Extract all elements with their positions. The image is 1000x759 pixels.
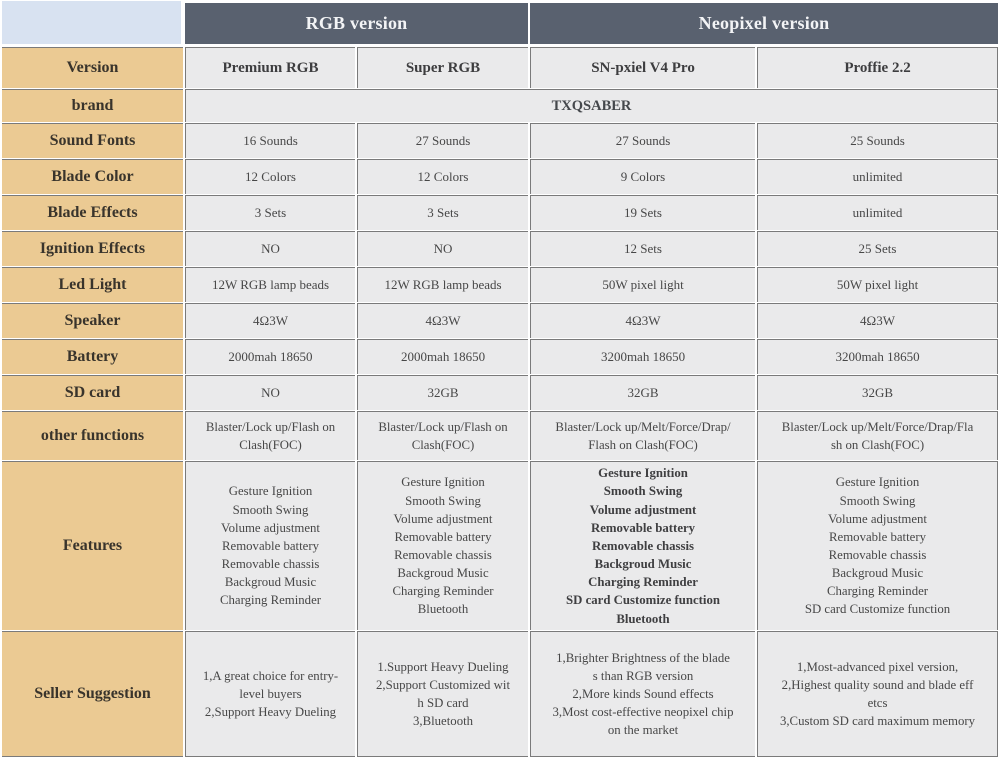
battery-row: Battery 2000mah 18650 2000mah 18650 3200… <box>2 339 999 374</box>
cell-battery-2: 2000mah 18650 <box>357 339 529 374</box>
cell-sd-card-1: NO <box>185 375 355 410</box>
cell-features-3: Gesture Ignition Smooth Swing Volume adj… <box>530 461 756 630</box>
row-label-sd-card: SD card <box>2 375 183 410</box>
cell-led-light-1: 12W RGB lamp beads <box>185 267 355 302</box>
row-label-blade-color: Blade Color <box>2 159 183 194</box>
sd-card-row: SD card NO 32GB 32GB 32GB <box>2 375 999 410</box>
other-functions-row: other functions Blaster/Lock up/Flash on… <box>2 411 999 460</box>
version-row: Version Premium RGB Super RGB SN-pxiel V… <box>2 47 999 88</box>
cell-version-proffie-22: Proffie 2.2 <box>757 47 999 88</box>
row-label-ignition-effects: Ignition Effects <box>2 231 183 266</box>
cell-sd-card-2: 32GB <box>357 375 529 410</box>
row-label-sound-fonts: Sound Fonts <box>2 123 183 158</box>
cell-sound-fonts-4: 25 Sounds <box>757 123 999 158</box>
cell-led-light-4: 50W pixel light <box>757 267 999 302</box>
cell-other-functions-2: Blaster/Lock up/Flash on Clash(FOC) <box>357 411 529 460</box>
cell-blade-effects-2: 3 Sets <box>357 195 529 230</box>
cell-sound-fonts-3: 27 Sounds <box>530 123 756 158</box>
cell-led-light-2: 12W RGB lamp beads <box>357 267 529 302</box>
row-label-battery: Battery <box>2 339 183 374</box>
cell-brand-value: TXQSABER <box>185 89 999 122</box>
row-label-seller-suggestion: Seller Suggestion <box>2 631 183 757</box>
cell-speaker-3: 4Ω3W <box>530 303 756 338</box>
cell-sound-fonts-2: 27 Sounds <box>357 123 529 158</box>
cell-version-sn-pxiel-v4-pro: SN-pxiel V4 Pro <box>530 47 756 88</box>
cell-blade-effects-1: 3 Sets <box>185 195 355 230</box>
cell-other-functions-3: Blaster/Lock up/Melt/Force/Drap/ Flash o… <box>530 411 756 460</box>
cell-ignition-effects-4: 25 Sets <box>757 231 999 266</box>
row-label-speaker: Speaker <box>2 303 183 338</box>
cell-version-super-rgb: Super RGB <box>357 47 529 88</box>
cell-other-functions-4: Blaster/Lock up/Melt/Force/Drap/Fla sh o… <box>757 411 999 460</box>
row-label-version: Version <box>2 47 183 88</box>
cell-battery-3: 3200mah 18650 <box>530 339 756 374</box>
row-label-blade-effects: Blade Effects <box>2 195 183 230</box>
corner-cell <box>2 1 183 46</box>
cell-seller-suggestion-2: 1.Support Heavy Dueling 2,Support Custom… <box>357 631 529 757</box>
brand-row: brand TXQSABER <box>2 89 999 122</box>
cell-version-premium-rgb: Premium RGB <box>185 47 355 88</box>
cell-ignition-effects-3: 12 Sets <box>530 231 756 266</box>
led-light-row: Led Light 12W RGB lamp beads 12W RGB lam… <box>2 267 999 302</box>
cell-features-2: Gesture Ignition Smooth Swing Volume adj… <box>357 461 529 630</box>
cell-sound-fonts-1: 16 Sounds <box>185 123 355 158</box>
cell-seller-suggestion-3: 1,Brighter Brightness of the blade s tha… <box>530 631 756 757</box>
row-label-other-functions: other functions <box>2 411 183 460</box>
blade-color-row: Blade Color 12 Colors 12 Colors 9 Colors… <box>2 159 999 194</box>
blade-effects-row: Blade Effects 3 Sets 3 Sets 19 Sets unli… <box>2 195 999 230</box>
cell-other-functions-1: Blaster/Lock up/Flash on Clash(FOC) <box>185 411 355 460</box>
cell-blade-effects-3: 19 Sets <box>530 195 756 230</box>
row-label-led-light: Led Light <box>2 267 183 302</box>
group-header-neopixel-version: Neopixel version <box>530 1 999 46</box>
cell-led-light-3: 50W pixel light <box>530 267 756 302</box>
seller-suggestion-row: Seller Suggestion 1,A great choice for e… <box>2 631 999 757</box>
cell-seller-suggestion-4: 1,Most-advanced pixel version, 2,Highest… <box>757 631 999 757</box>
speaker-row: Speaker 4Ω3W 4Ω3W 4Ω3W 4Ω3W <box>2 303 999 338</box>
cell-battery-4: 3200mah 18650 <box>757 339 999 374</box>
ignition-effects-row: Ignition Effects NO NO 12 Sets 25 Sets <box>2 231 999 266</box>
cell-blade-color-2: 12 Colors <box>357 159 529 194</box>
features-row: Features Gesture Ignition Smooth Swing V… <box>2 461 999 630</box>
group-header-rgb-version: RGB version <box>185 1 529 46</box>
cell-battery-1: 2000mah 18650 <box>185 339 355 374</box>
cell-speaker-4: 4Ω3W <box>757 303 999 338</box>
cell-features-4: Gesture Ignition Smooth Swing Volume adj… <box>757 461 999 630</box>
group-header-row: RGB version Neopixel version <box>2 1 999 46</box>
cell-sd-card-4: 32GB <box>757 375 999 410</box>
cell-sd-card-3: 32GB <box>530 375 756 410</box>
cell-features-1: Gesture Ignition Smooth Swing Volume adj… <box>185 461 355 630</box>
cell-ignition-effects-1: NO <box>185 231 355 266</box>
row-label-brand: brand <box>2 89 183 122</box>
cell-speaker-1: 4Ω3W <box>185 303 355 338</box>
cell-blade-effects-4: unlimited <box>757 195 999 230</box>
cell-seller-suggestion-1: 1,A great choice for entry- level buyers… <box>185 631 355 757</box>
row-label-features: Features <box>2 461 183 630</box>
cell-speaker-2: 4Ω3W <box>357 303 529 338</box>
cell-blade-color-1: 12 Colors <box>185 159 355 194</box>
cell-ignition-effects-2: NO <box>357 231 529 266</box>
sound-fonts-row: Sound Fonts 16 Sounds 27 Sounds 27 Sound… <box>2 123 999 158</box>
cell-blade-color-3: 9 Colors <box>530 159 756 194</box>
cell-blade-color-4: unlimited <box>757 159 999 194</box>
